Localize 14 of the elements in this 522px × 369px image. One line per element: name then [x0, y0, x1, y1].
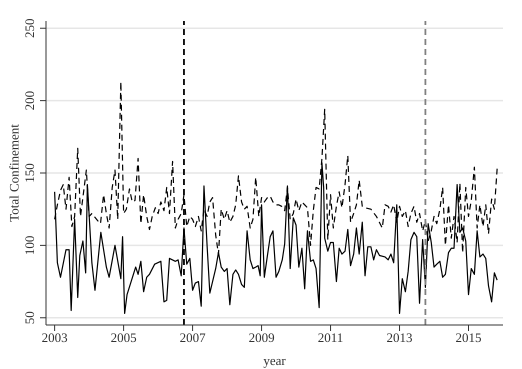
y-tick-label: 100: [22, 236, 37, 256]
x-tick-label: 2007: [180, 330, 206, 346]
y-tick-label: 50: [22, 311, 37, 324]
x-tick-label: 2013: [386, 330, 413, 346]
x-tick-label: 2015: [456, 330, 482, 346]
x-tick-label: 2005: [110, 330, 137, 346]
x-tick-label: 2003: [42, 330, 68, 346]
x-axis-title: year: [263, 353, 286, 368]
y-axis-title: Total Confinement: [6, 124, 22, 222]
x-tick-label: 2011: [318, 330, 344, 346]
x-tick-label: 2009: [248, 330, 275, 346]
y-tick-label: 250: [22, 18, 37, 38]
y-tick-label: 150: [22, 163, 37, 183]
y-tick-label: 200: [22, 90, 37, 110]
